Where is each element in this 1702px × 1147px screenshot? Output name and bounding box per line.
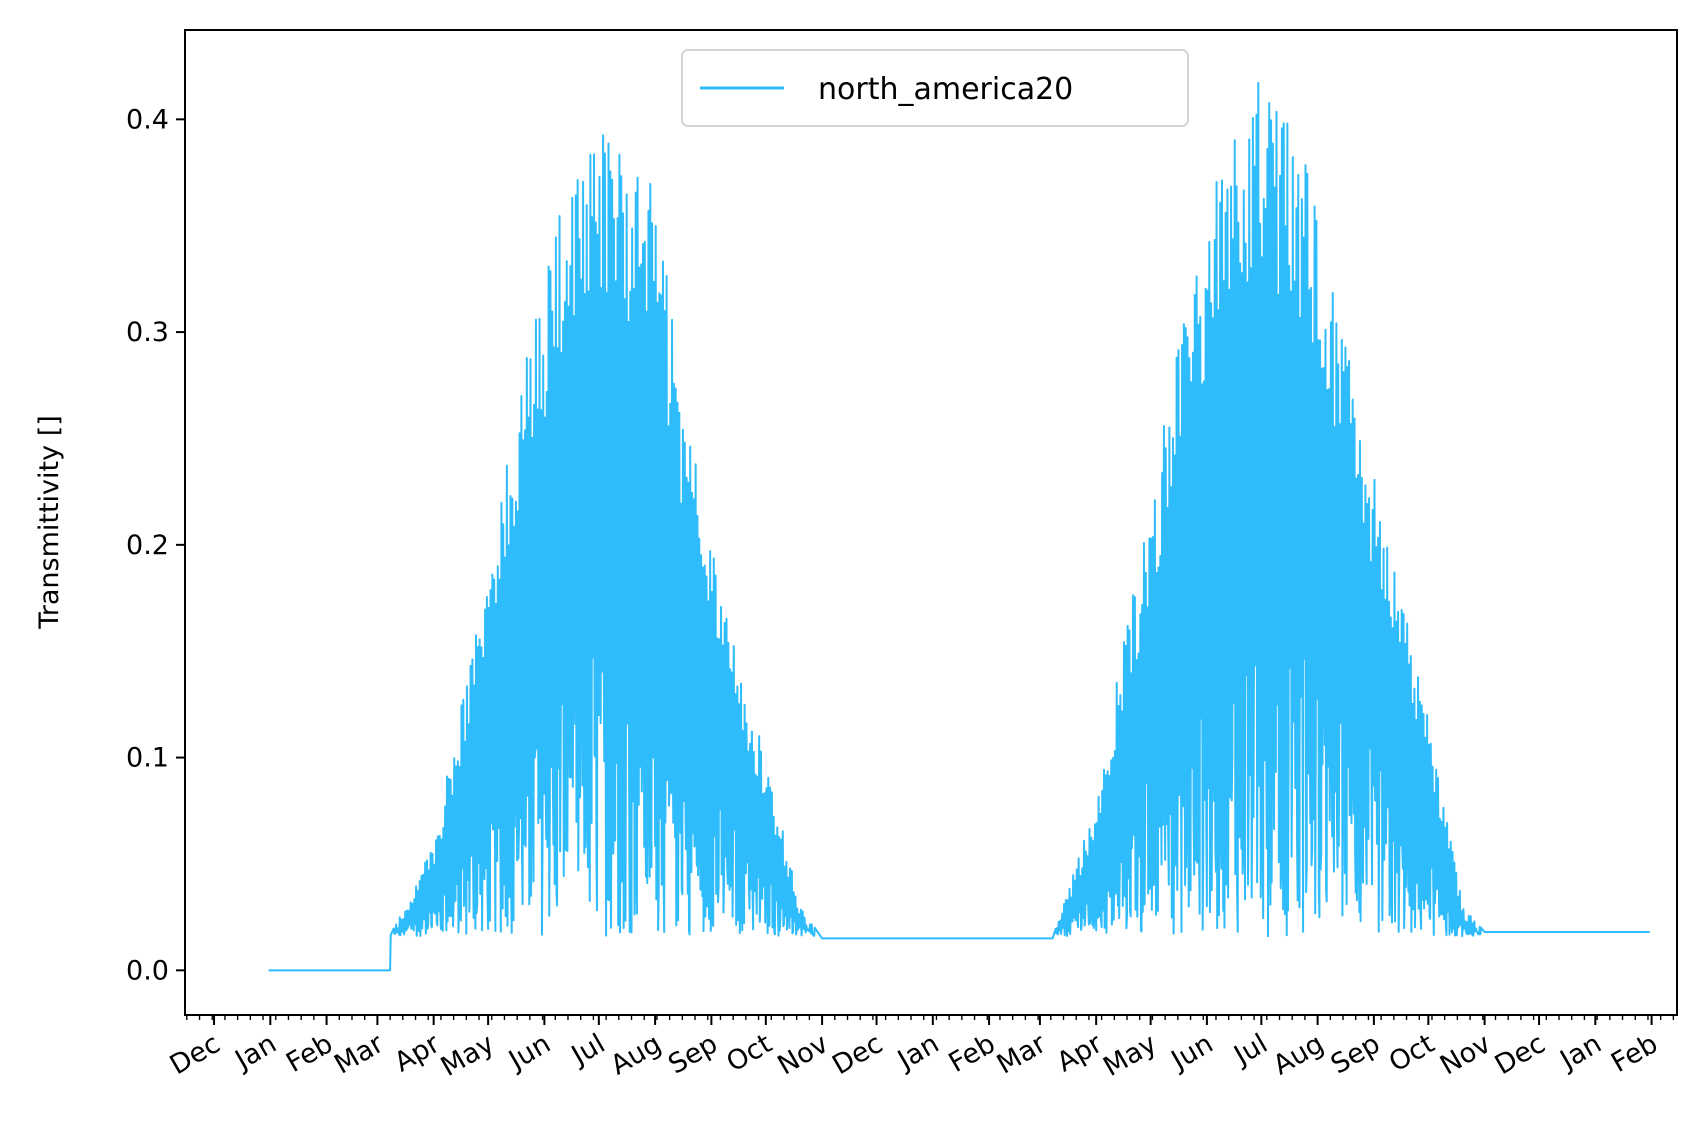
y-tick-label: 0.2 — [126, 530, 169, 561]
series-line-north-america20 — [268, 81, 1651, 972]
y-tick-label: 0.3 — [126, 317, 169, 348]
y-axis: 0.0 0.1 0.2 0.3 0.4 — [126, 104, 185, 986]
data-layer — [268, 81, 1651, 972]
plot-frame — [184, 29, 1678, 1016]
y-tick-label: 0.4 — [126, 104, 169, 135]
legend-frame — [681, 49, 1189, 127]
y-tick-label: 0.1 — [126, 743, 169, 774]
legend-label-north-america20: north_america20 — [818, 72, 1073, 107]
legend: north_america20 — [681, 49, 1189, 127]
y-axis-label: Transmittivity [] — [34, 415, 65, 630]
y-tick-label: 0.0 — [126, 955, 169, 986]
